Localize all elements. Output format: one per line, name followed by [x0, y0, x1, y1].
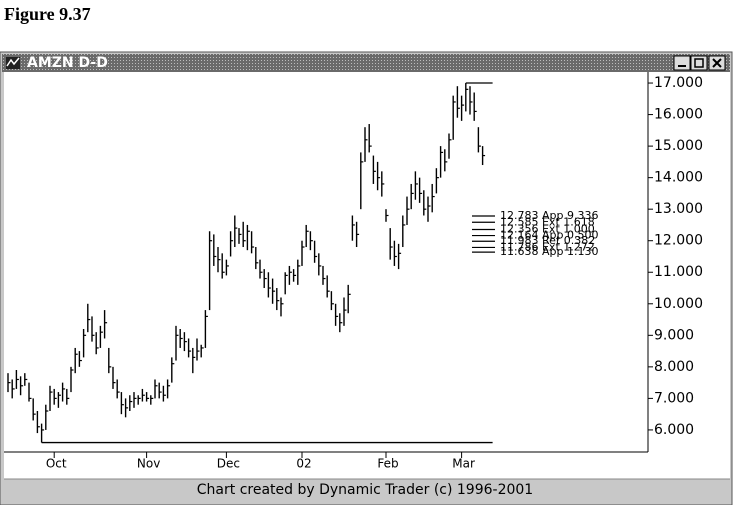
y-tick-label: 12.000: [654, 233, 703, 249]
window-icon: [6, 57, 20, 69]
x-tick-label: Mar: [452, 457, 475, 471]
level-label: 11.786 Ext 1.272: [500, 240, 595, 253]
level-label: 12.585 Ext 1.618: [500, 215, 595, 228]
x-tick-label: Dec: [217, 457, 240, 471]
figure-label: Figure 9.37: [4, 4, 91, 24]
level-label: 12.356 Ext 1.000: [500, 222, 595, 235]
level-label: 12.164 App 0.500: [500, 229, 598, 242]
level-label: 11.638 App 1.130: [500, 245, 598, 258]
y-tick-label: 8.000: [654, 359, 694, 375]
y-tick-label: 10.000: [654, 296, 703, 312]
y-tick-label: 14.000: [654, 170, 703, 186]
x-tick-label: 02: [296, 457, 311, 471]
close-button[interactable]: [708, 55, 726, 71]
footer-credit: Chart created by Dynamic Trader (c) 1996…: [197, 482, 533, 498]
title-bar: [2, 54, 730, 72]
minimize-button[interactable]: [673, 55, 691, 71]
chart-area: [4, 72, 730, 479]
y-tick-label: 17.000: [654, 75, 703, 91]
y-tick-label: 16.000: [654, 107, 703, 123]
y-tick-label: 6.000: [654, 422, 694, 438]
y-tick-label: 7.000: [654, 390, 694, 406]
y-tick-label: 9.000: [654, 327, 694, 343]
y-tick-label: 11.000: [654, 264, 703, 280]
x-tick-label: Oct: [46, 457, 67, 471]
level-label: 12.783 App 9.336: [500, 209, 598, 222]
y-tick-label: 13.000: [654, 201, 703, 217]
maximize-button[interactable]: [690, 55, 708, 71]
x-tick-label: Feb: [377, 457, 398, 471]
level-label: 11.983 Ret 0.382: [500, 234, 595, 247]
x-tick-label: Nov: [137, 457, 160, 471]
window-title: AMZN D-D: [27, 55, 108, 71]
y-tick-label: 15.000: [654, 138, 703, 154]
